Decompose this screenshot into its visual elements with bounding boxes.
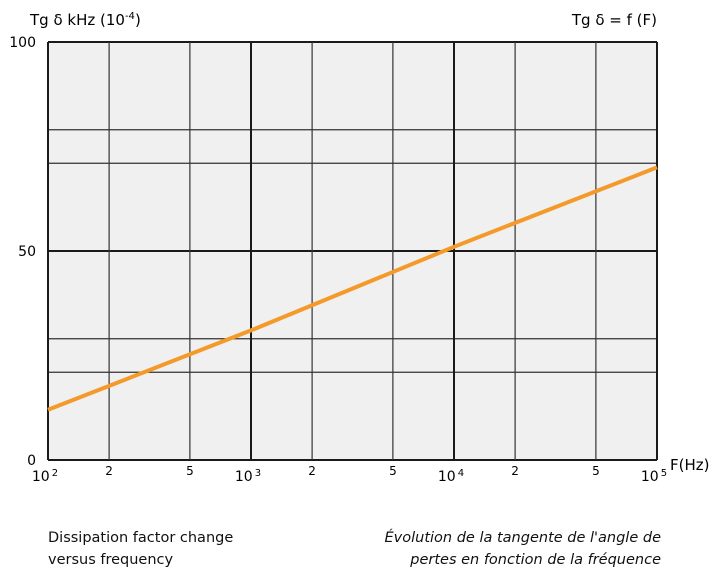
x-tick-label: 10 2 bbox=[32, 468, 58, 485]
caption-french: Évolution de la tangente de l'angle de p… bbox=[341, 527, 661, 571]
y-tick-label: 100 bbox=[9, 35, 36, 51]
x-tick-label: 2 bbox=[511, 464, 519, 478]
x-tick-label: 5 bbox=[592, 464, 600, 478]
x-tick-label: 2 bbox=[105, 464, 113, 478]
y-tick-label: 0 bbox=[27, 453, 36, 469]
series-layer bbox=[47, 165, 658, 412]
x-tick-label: 10 4 bbox=[438, 468, 464, 485]
caption-english: Dissipation factor change versus frequen… bbox=[48, 527, 308, 571]
grid-lines bbox=[47, 41, 658, 461]
tick-labels: 10 2 2 5 10 3 2 5 10 4 2 5 10 5 0 50 100 bbox=[9, 35, 667, 485]
x-tick-label: 10 3 bbox=[235, 468, 261, 485]
x-tick-label: 5 bbox=[389, 464, 397, 478]
chart-titles: Tg δ kHz (10-4) Tg δ = f (F) F(Hz) bbox=[29, 11, 710, 474]
x-tick-label: 2 bbox=[308, 464, 316, 478]
x-tick-label: 5 bbox=[186, 464, 194, 478]
caption-english-line-2: versus frequency bbox=[48, 552, 174, 568]
x-axis-label: F(Hz) bbox=[670, 456, 710, 474]
series-line bbox=[47, 165, 658, 412]
x-tick-label: 10 5 bbox=[641, 468, 667, 485]
title-left: Tg δ kHz (10-4) bbox=[29, 11, 141, 29]
title-right: Tg δ = f (F) bbox=[571, 11, 657, 29]
y-tick-label: 50 bbox=[18, 244, 36, 260]
caption-english-line-1: Dissipation factor change bbox=[48, 530, 234, 546]
caption-french-line-2: pertes en fonction de la fréquence bbox=[410, 552, 661, 568]
caption-french-line-1: Évolution de la tangente de l'angle de bbox=[384, 530, 661, 546]
